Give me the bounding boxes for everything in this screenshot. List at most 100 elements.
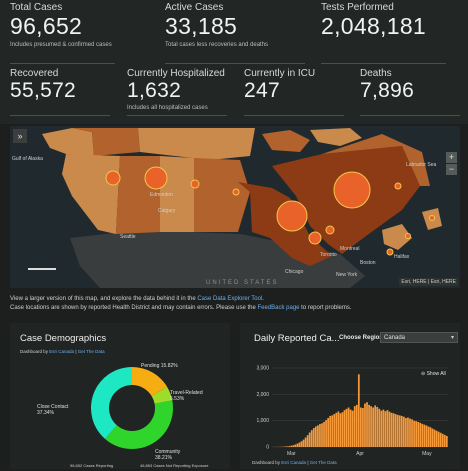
bar[interactable] [421, 423, 424, 447]
bar[interactable] [329, 415, 332, 447]
bar[interactable] [413, 420, 415, 447]
bar[interactable] [388, 411, 391, 447]
bar[interactable] [411, 419, 413, 447]
bar[interactable] [384, 411, 387, 447]
zoom-in-button[interactable]: + [446, 152, 457, 163]
bar[interactable] [419, 422, 422, 447]
bar[interactable] [441, 433, 444, 447]
bar[interactable] [288, 446, 291, 447]
bar[interactable] [402, 416, 405, 447]
bar[interactable] [321, 423, 323, 447]
bar[interactable] [425, 425, 428, 447]
bar[interactable] [337, 411, 340, 447]
bar[interactable] [445, 435, 448, 447]
bar[interactable] [331, 415, 334, 447]
bar[interactable] [317, 425, 319, 447]
map-graphic[interactable] [10, 126, 460, 288]
case-circle-alberta[interactable] [144, 166, 168, 190]
demographics-donut[interactable] [10, 323, 230, 469]
map-attribution[interactable]: Esri, HERE | Esri, HERE [399, 278, 458, 286]
case-circle-saguenay[interactable] [394, 182, 402, 190]
bar[interactable] [409, 418, 411, 447]
bar[interactable] [308, 432, 311, 447]
bar[interactable] [427, 426, 430, 447]
bar[interactable] [405, 418, 407, 447]
bar[interactable] [392, 413, 395, 447]
bar[interactable] [366, 402, 368, 447]
bar[interactable] [372, 407, 375, 448]
bar[interactable] [376, 406, 379, 447]
bar[interactable] [423, 424, 426, 447]
bar[interactable] [364, 403, 366, 447]
bar[interactable] [439, 432, 442, 447]
bar[interactable] [286, 446, 289, 447]
case-circle-quebec[interactable] [333, 171, 371, 209]
bar[interactable] [433, 429, 436, 447]
case-data-explorer-link[interactable]: Case Data Explorer Tool [197, 296, 263, 302]
case-map[interactable]: » + − Gulf of Alaska Labrador Sea Edmont… [10, 126, 460, 288]
bar[interactable] [296, 443, 299, 447]
show-all-button[interactable]: ⊖ Show All [421, 371, 446, 377]
bar[interactable] [417, 421, 420, 447]
case-circle-toronto[interactable] [308, 231, 322, 245]
bar[interactable] [294, 444, 297, 447]
bar[interactable] [396, 414, 399, 447]
bar[interactable] [360, 407, 362, 448]
bar[interactable] [290, 445, 293, 447]
bar[interactable] [435, 430, 438, 447]
bar[interactable] [362, 408, 364, 447]
bar[interactable] [374, 405, 377, 447]
bar[interactable] [300, 441, 303, 447]
bar[interactable] [333, 414, 336, 447]
bar[interactable] [394, 414, 397, 447]
bar[interactable] [382, 409, 385, 447]
bar[interactable] [292, 445, 295, 447]
bar[interactable] [398, 415, 401, 447]
bar[interactable] [368, 404, 370, 447]
bar[interactable] [378, 408, 381, 447]
bar[interactable] [339, 413, 342, 447]
case-circle-saskatchewan[interactable] [190, 179, 200, 189]
zoom-out-button[interactable]: − [446, 164, 457, 175]
bar[interactable] [325, 420, 327, 447]
case-circle-manitoba[interactable] [232, 188, 240, 196]
bar[interactable] [386, 410, 389, 447]
case-circle-halifax[interactable] [386, 248, 394, 256]
bar[interactable] [415, 421, 418, 447]
bar[interactable] [347, 407, 350, 448]
bar[interactable] [390, 412, 393, 447]
bar[interactable] [298, 442, 301, 447]
bar[interactable] [355, 404, 358, 447]
case-circle-maritimes[interactable] [405, 233, 411, 239]
bar[interactable] [437, 431, 440, 447]
bar[interactable] [429, 427, 432, 447]
bar[interactable] [345, 408, 348, 447]
bar[interactable] [314, 426, 317, 447]
bar[interactable] [335, 412, 338, 447]
bar[interactable] [319, 424, 321, 447]
bar[interactable] [306, 435, 309, 447]
bar[interactable] [341, 412, 344, 447]
bar[interactable] [443, 434, 446, 447]
expand-panel-button[interactable]: » [13, 129, 27, 143]
case-circle-ontario[interactable] [276, 200, 308, 232]
bar[interactable] [353, 406, 356, 447]
pending-slice[interactable] [132, 367, 168, 397]
bar[interactable] [343, 410, 346, 447]
bar[interactable] [312, 428, 315, 447]
bar[interactable] [323, 421, 325, 447]
region-select[interactable]: Canada ▾ [380, 332, 458, 343]
bar[interactable] [431, 428, 434, 447]
bar[interactable] [407, 417, 409, 447]
case-circle-ottawa[interactable] [325, 225, 335, 235]
esri-canada-link[interactable]: Esri Canada [49, 349, 75, 354]
bar[interactable] [357, 374, 360, 447]
get-the-data-link[interactable]: Get The Data [309, 460, 337, 465]
case-circle-newfoundland[interactable] [429, 215, 435, 221]
get-the-data-link[interactable]: Get The Data [77, 349, 105, 354]
daily-bar-chart[interactable]: 3,000 2,000 1,000 0 Mar Apr May [240, 323, 460, 469]
feedback-link[interactable]: FeedBack page [257, 304, 300, 311]
close-contact-slice[interactable] [91, 367, 132, 439]
community-slice[interactable] [104, 400, 173, 449]
bar[interactable] [370, 406, 372, 447]
